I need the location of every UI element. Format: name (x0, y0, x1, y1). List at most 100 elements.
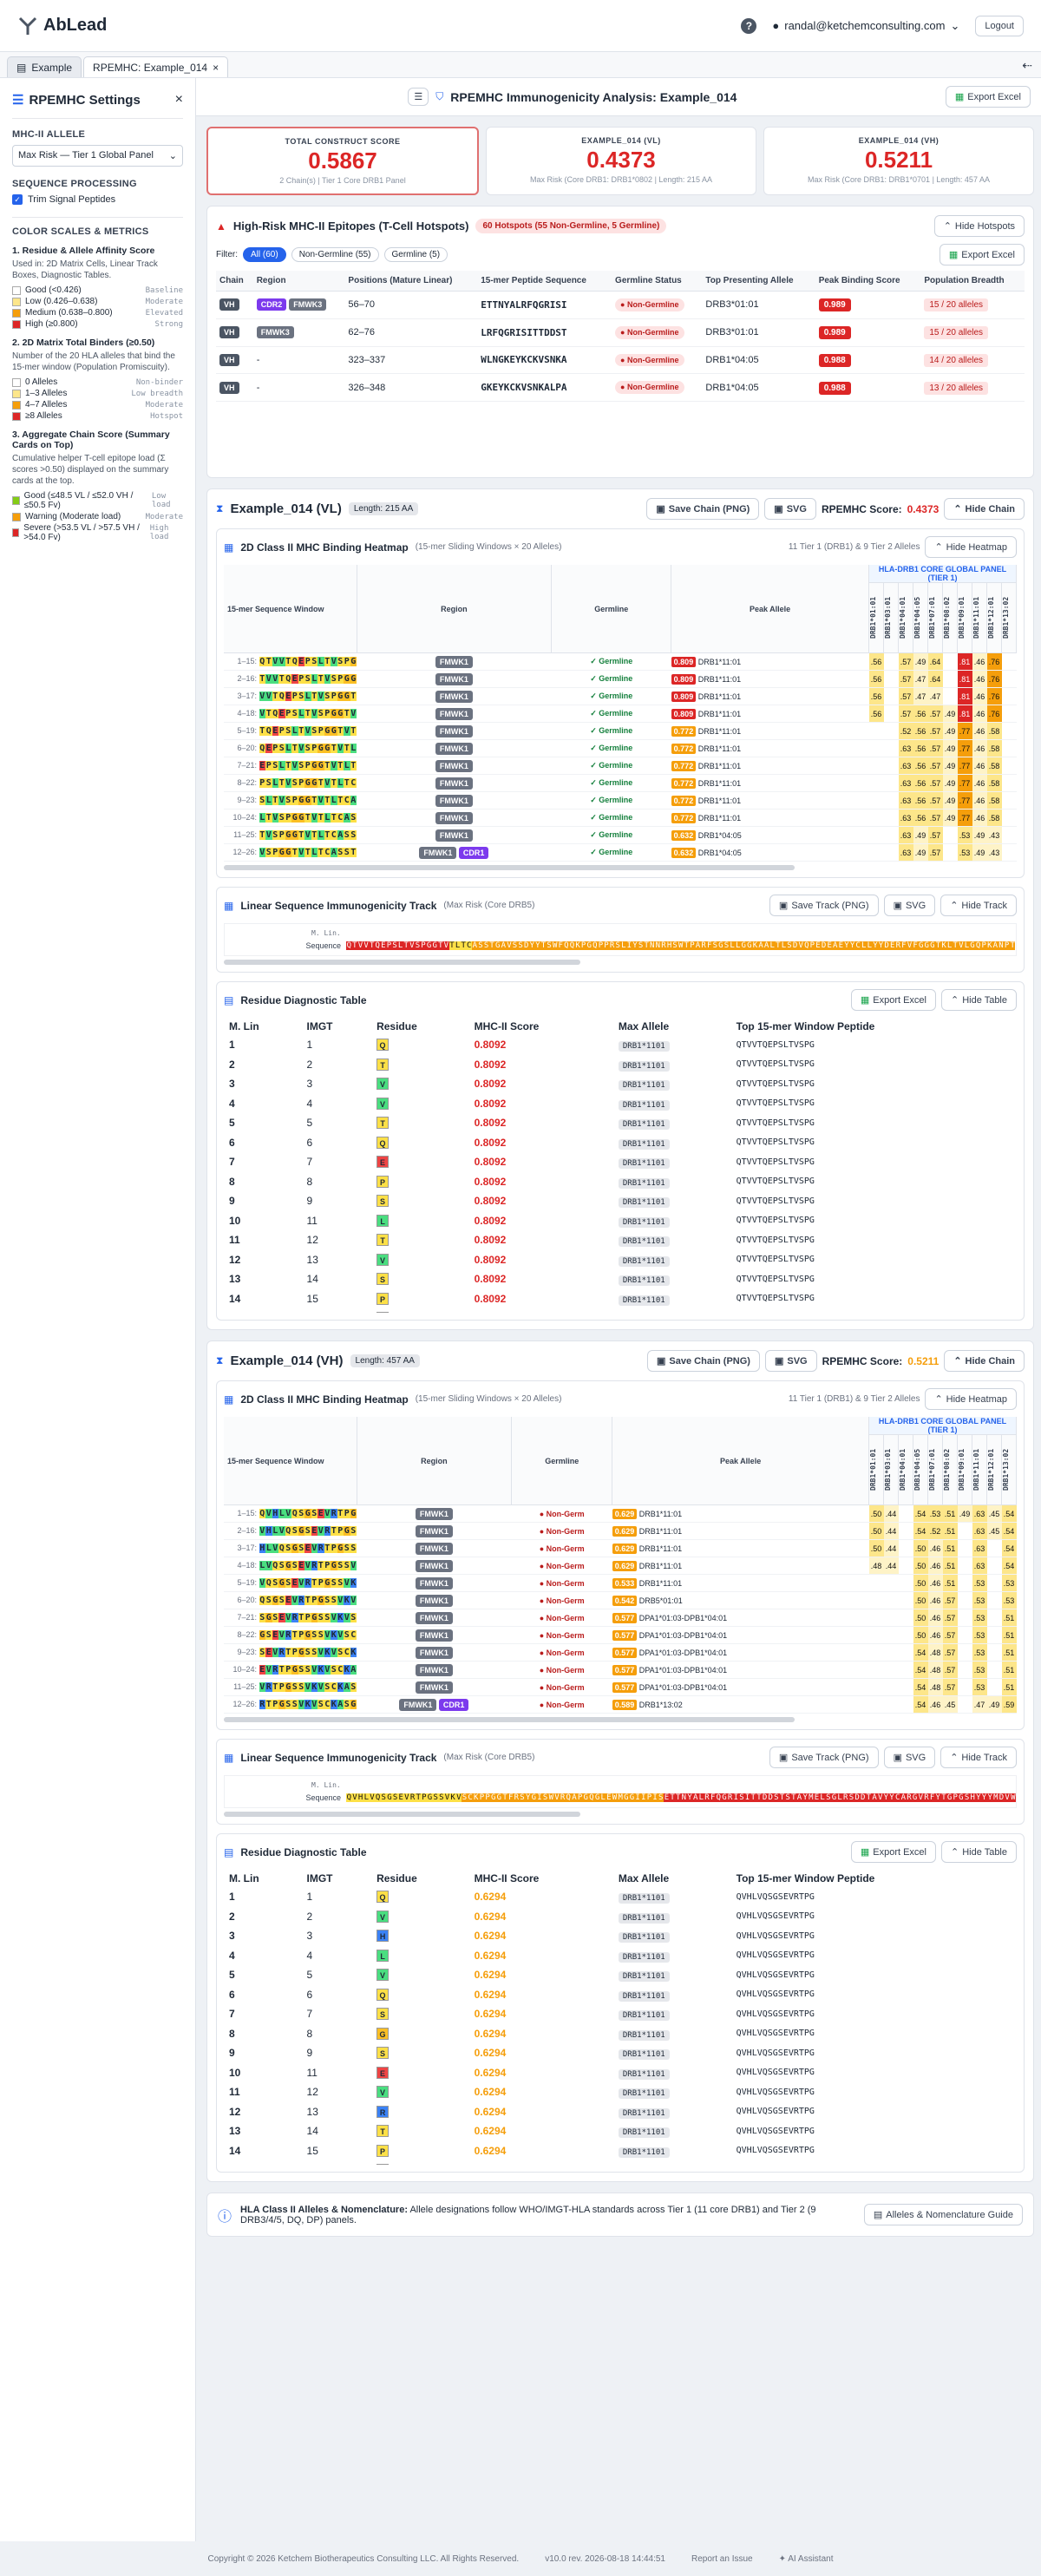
heatmap-cell[interactable]: .51 (942, 1574, 958, 1592)
heatmap-cell[interactable] (883, 705, 899, 723)
heatmap-cell[interactable]: .57 (927, 705, 943, 723)
heatmap-cell[interactable]: .47 (913, 687, 928, 705)
table-row[interactable]: 14 15 P 0.8092 DRB1*1101 QTVVTQEPSLTVSPG (224, 1289, 1017, 1309)
table-row[interactable]: 7 7 E 0.8092 DRB1*1101 QTVVTQEPSLTVSPG (224, 1152, 1017, 1172)
heatmap-cell[interactable]: .57 (898, 705, 913, 723)
filter-nongermline[interactable]: Non-Germline (55) (291, 247, 379, 262)
heatmap-cell[interactable]: .45 (942, 1695, 958, 1714)
tab-example[interactable]: ▤ Example (7, 56, 82, 77)
heatmap-cell[interactable] (898, 1504, 913, 1523)
heatmap-cell[interactable] (957, 1557, 972, 1575)
heatmap-cell[interactable]: .77 (957, 757, 972, 775)
table-row[interactable]: 9 9 S 0.8092 DRB1*1101 QTVVTQEPSLTVSPG (224, 1191, 1017, 1211)
heatmap-cell[interactable]: .50 (913, 1591, 928, 1609)
heatmap-cell[interactable] (868, 1574, 884, 1592)
heatmap-cell[interactable]: .57 (927, 739, 943, 757)
table-row[interactable]: 7 7 S 0.6294 DRB1*1101 QVHLVQSGSEVRTPG (224, 2004, 1017, 2024)
heatmap-cell[interactable] (868, 809, 884, 827)
heatmap-cell[interactable] (883, 1574, 899, 1592)
heatmap-row[interactable]: 4–18: VTQEPSLTVSPGGTV FMWK1 ✓ Germline 0… (224, 705, 1017, 723)
heatmap-cell[interactable] (868, 1661, 884, 1679)
heatmap-cell[interactable] (986, 1609, 1002, 1627)
heatmap-cell[interactable] (868, 1678, 884, 1696)
heatmap-cell[interactable]: .49 (972, 843, 987, 862)
heatmap-cell[interactable] (883, 774, 899, 792)
heatmap-cell[interactable] (883, 670, 899, 688)
heatmap-cell[interactable] (986, 1643, 1002, 1662)
heatmap-cell[interactable]: .56 (913, 757, 928, 775)
heatmap-cell[interactable] (986, 1539, 1002, 1557)
heatmap-cell[interactable]: .49 (942, 739, 958, 757)
tab-rpemhc[interactable]: RPEMHC: Example_014 × (83, 56, 229, 77)
horizontal-scrollbar[interactable] (224, 960, 581, 965)
heatmap-cell[interactable]: .50 (868, 1522, 884, 1540)
heatmap-cell[interactable]: .57 (898, 687, 913, 705)
heatmap-row[interactable]: 6–20: QSGSEVRTPGSSVKV FMWK1 ● Non-Germ 0… (224, 1591, 1017, 1609)
heatmap-cell[interactable] (1001, 774, 1017, 792)
heatmap-cell[interactable] (1001, 757, 1017, 775)
save-track-button[interactable]: ▣ Save Track (PNG) (769, 1747, 879, 1768)
heatmap-cell[interactable]: .56 (868, 705, 884, 723)
heatmap-cell[interactable]: .43 (986, 843, 1002, 862)
heatmap-cell[interactable] (868, 722, 884, 740)
trim-signal-checkbox[interactable]: ✓ Trim Signal Peptides (12, 194, 183, 205)
nomenclature-guide-button[interactable]: ▤ Alleles & Nomenclature Guide (863, 2204, 1023, 2225)
heatmap-cell[interactable]: .51 (1001, 1626, 1017, 1644)
heatmap-cell[interactable] (868, 1643, 884, 1662)
heatmap-cell[interactable] (898, 1626, 913, 1644)
diag-column-header[interactable]: M. Lin (229, 1872, 259, 1884)
heatmap-cell[interactable] (986, 1591, 1002, 1609)
heatmap-cell[interactable]: .57 (898, 652, 913, 671)
save-track-button[interactable]: ▣ Save Track (PNG) (769, 895, 879, 916)
diag-column-header[interactable]: Residue (376, 1020, 417, 1032)
table-row[interactable]: 12 13 V 0.8092 DRB1*1101 QTVVTQEPSLTVSPG (224, 1250, 1017, 1270)
heatmap-cell[interactable]: .56 (913, 809, 928, 827)
heatmap-cell[interactable]: .51 (942, 1522, 958, 1540)
heatmap-cell[interactable]: .44 (883, 1539, 899, 1557)
heatmap-cell[interactable]: .46 (972, 687, 987, 705)
heatmap-cell[interactable]: .81 (957, 687, 972, 705)
heatmap-cell[interactable] (1001, 687, 1017, 705)
heatmap-cell[interactable] (898, 1557, 913, 1575)
heatmap-cell[interactable] (942, 826, 958, 844)
heatmap-cell[interactable]: .53 (1001, 1574, 1017, 1592)
heatmap-cell[interactable]: .48 (927, 1643, 943, 1662)
heatmap-cell[interactable]: .77 (957, 722, 972, 740)
heatmap-cell[interactable]: .57 (927, 757, 943, 775)
heatmap-cell[interactable] (883, 652, 899, 671)
heatmap-cell[interactable] (957, 1574, 972, 1592)
heatmap-cell[interactable]: .57 (942, 1661, 958, 1679)
heatmap-cell[interactable] (1001, 809, 1017, 827)
table-row[interactable]: 4 4 V 0.8092 DRB1*1101 QTVVTQEPSLTVSPG (224, 1094, 1017, 1114)
heatmap-cell[interactable]: .46 (927, 1626, 943, 1644)
heatmap-cell[interactable]: .46 (972, 791, 987, 810)
heatmap-cell[interactable]: .50 (868, 1504, 884, 1523)
save-chain-button[interactable]: ▣ Save Chain (PNG) (647, 1350, 760, 1372)
heatmap-cell[interactable] (957, 1661, 972, 1679)
heatmap-cell[interactable]: .45 (986, 1504, 1002, 1523)
hide-heatmap-button[interactable]: ⌃ Hide Heatmap (925, 536, 1017, 558)
diag-column-header[interactable]: Max Allele (618, 1020, 670, 1032)
column-header[interactable]: 15-mer Peptide Sequence (477, 271, 612, 292)
heatmap-cell[interactable]: .52 (898, 722, 913, 740)
table-row[interactable]: 10 11 E 0.6294 DRB1*1101 QVHLVQSGSEVRTPG (224, 2063, 1017, 2083)
heatmap-cell[interactable] (986, 1661, 1002, 1679)
heatmap-cell[interactable]: .56 (913, 739, 928, 757)
heatmap-cell[interactable]: .51 (1001, 1609, 1017, 1627)
heatmap-cell[interactable]: .76 (986, 670, 1002, 688)
heatmap-cell[interactable]: .49 (957, 1504, 972, 1523)
heatmap-cell[interactable]: .53 (957, 826, 972, 844)
heatmap-cell[interactable]: .48 (927, 1661, 943, 1679)
heatmap-cell[interactable]: .57 (927, 809, 943, 827)
heatmap-cell[interactable]: .51 (1001, 1678, 1017, 1696)
heatmap-cell[interactable] (883, 739, 899, 757)
heatmap-cell[interactable]: .45 (986, 1522, 1002, 1540)
column-header[interactable]: Population Breadth (920, 271, 1025, 292)
heatmap-cell[interactable] (1001, 722, 1017, 740)
heatmap-cell[interactable]: .54 (913, 1504, 928, 1523)
heatmap-cell[interactable] (883, 791, 899, 810)
heatmap-cell[interactable]: .56 (913, 774, 928, 792)
heatmap-cell[interactable]: .56 (868, 687, 884, 705)
heatmap-cell[interactable]: .46 (927, 1695, 943, 1714)
heatmap-cell[interactable]: .63 (972, 1557, 987, 1575)
